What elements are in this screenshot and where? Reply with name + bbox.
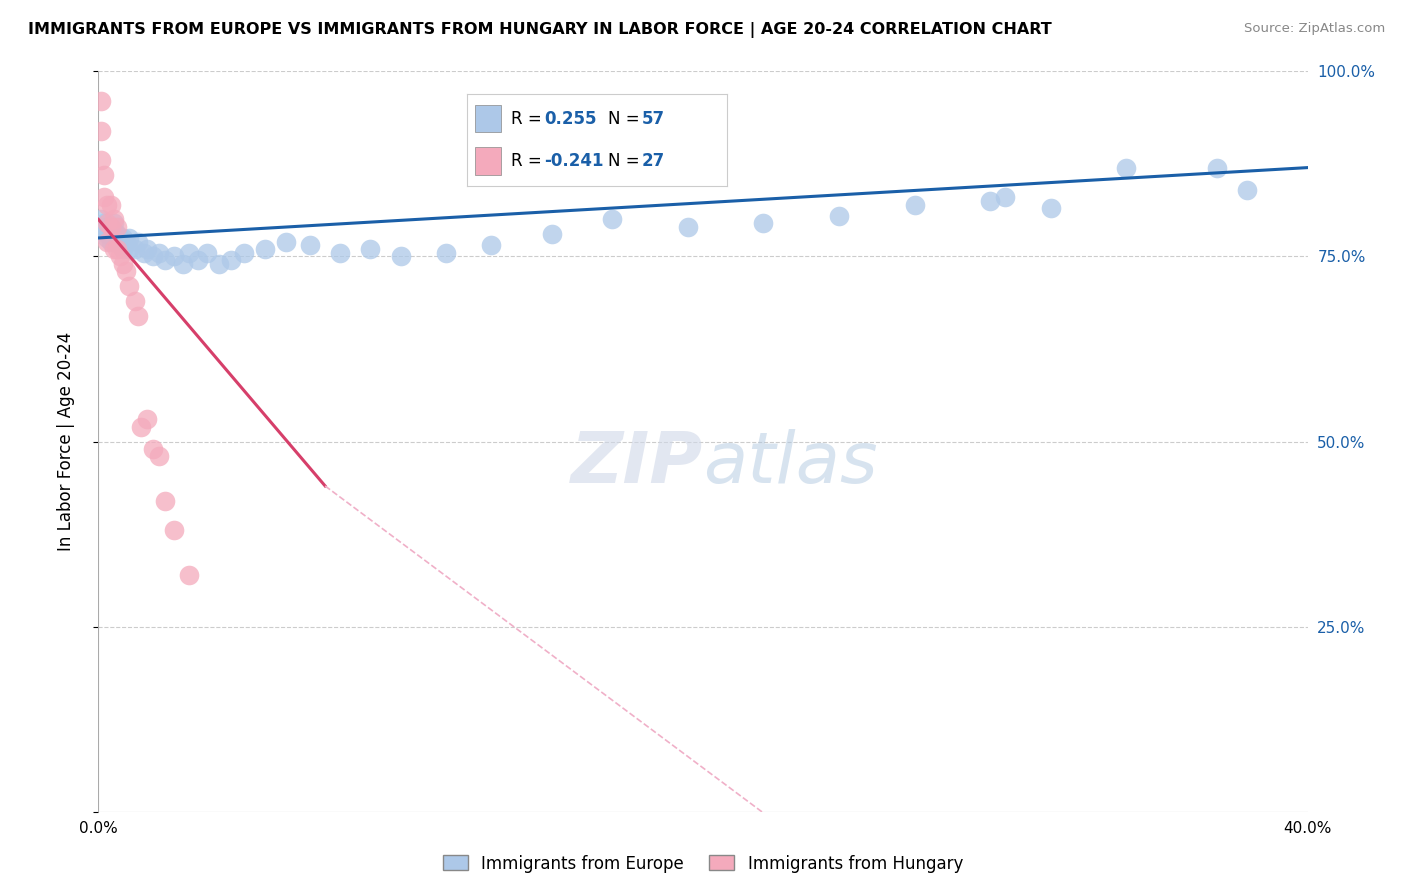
Point (127, 309, 149, 323)
Point (253, 242, 276, 256)
Point (135, 412, 157, 426)
Point (602, 212, 624, 227)
Point (132, 245, 155, 260)
Point (124, 293, 146, 308)
Point (100, 197, 122, 211)
Point (118, 279, 141, 293)
Point (96, 231, 118, 245)
Point (108, 238, 131, 252)
Point (111, 257, 134, 271)
Point (93, 168, 115, 182)
Point (103, 216, 125, 230)
Point (118, 231, 141, 245)
Point (100, 219, 122, 234)
Point (108, 231, 131, 245)
Point (103, 223, 125, 237)
Point (360, 242, 382, 256)
Point (118, 242, 141, 256)
Point (90, 153, 112, 168)
Point (105, 227, 128, 242)
Point (163, 524, 186, 538)
Point (127, 235, 149, 249)
Point (163, 250, 186, 264)
Point (1206, 161, 1229, 175)
Point (100, 227, 122, 242)
Point (90, 123, 112, 137)
Point (148, 450, 170, 464)
Point (93, 216, 115, 230)
Point (904, 197, 927, 211)
Point (153, 493, 176, 508)
Point (148, 245, 170, 260)
Point (129, 419, 152, 434)
Point (96, 216, 118, 230)
Point (142, 442, 165, 456)
Point (108, 250, 131, 264)
Point (389, 250, 412, 264)
Point (481, 238, 503, 252)
Point (208, 257, 231, 271)
Point (172, 257, 194, 271)
Point (90, 212, 112, 227)
Legend: Immigrants from Europe, Immigrants from Hungary: Immigrants from Europe, Immigrants from … (436, 848, 970, 880)
Point (90, 94, 112, 108)
Point (111, 242, 134, 256)
Point (179, 567, 201, 582)
Text: atlas: atlas (703, 429, 877, 499)
Point (96, 227, 118, 242)
Point (1039, 202, 1062, 216)
Point (114, 235, 136, 249)
Point (96, 197, 118, 211)
Point (105, 235, 128, 249)
Point (274, 235, 297, 249)
Point (142, 250, 165, 264)
Point (1236, 183, 1258, 197)
Point (96, 219, 118, 234)
Point (90, 219, 112, 234)
Point (93, 223, 115, 237)
Point (153, 253, 176, 268)
Point (135, 242, 157, 256)
Point (676, 219, 699, 234)
Point (299, 238, 322, 252)
Point (232, 245, 254, 260)
Text: ZIP: ZIP (571, 429, 703, 499)
Point (114, 264, 136, 278)
Point (179, 245, 201, 260)
Point (103, 231, 125, 245)
Point (195, 245, 218, 260)
Point (828, 209, 851, 223)
Point (187, 253, 209, 268)
Point (1115, 161, 1137, 175)
Point (221, 253, 243, 268)
Point (100, 235, 122, 249)
Point (103, 242, 125, 256)
Point (103, 212, 125, 227)
Point (979, 194, 1001, 208)
Point (93, 190, 115, 204)
Point (96, 235, 118, 249)
Text: IMMIGRANTS FROM EUROPE VS IMMIGRANTS FROM HUNGARY IN LABOR FORCE | AGE 20-24 COR: IMMIGRANTS FROM EUROPE VS IMMIGRANTS FRO… (28, 22, 1052, 38)
Point (105, 242, 128, 256)
Point (111, 231, 134, 245)
Point (100, 223, 122, 237)
Point (124, 242, 146, 256)
Y-axis label: In Labor Force | Age 20-24: In Labor Force | Age 20-24 (56, 332, 75, 551)
Point (752, 216, 775, 230)
Point (540, 227, 562, 242)
Point (994, 190, 1017, 204)
Text: Source: ZipAtlas.com: Source: ZipAtlas.com (1244, 22, 1385, 36)
Point (329, 245, 352, 260)
Point (105, 219, 128, 234)
Point (434, 245, 457, 260)
